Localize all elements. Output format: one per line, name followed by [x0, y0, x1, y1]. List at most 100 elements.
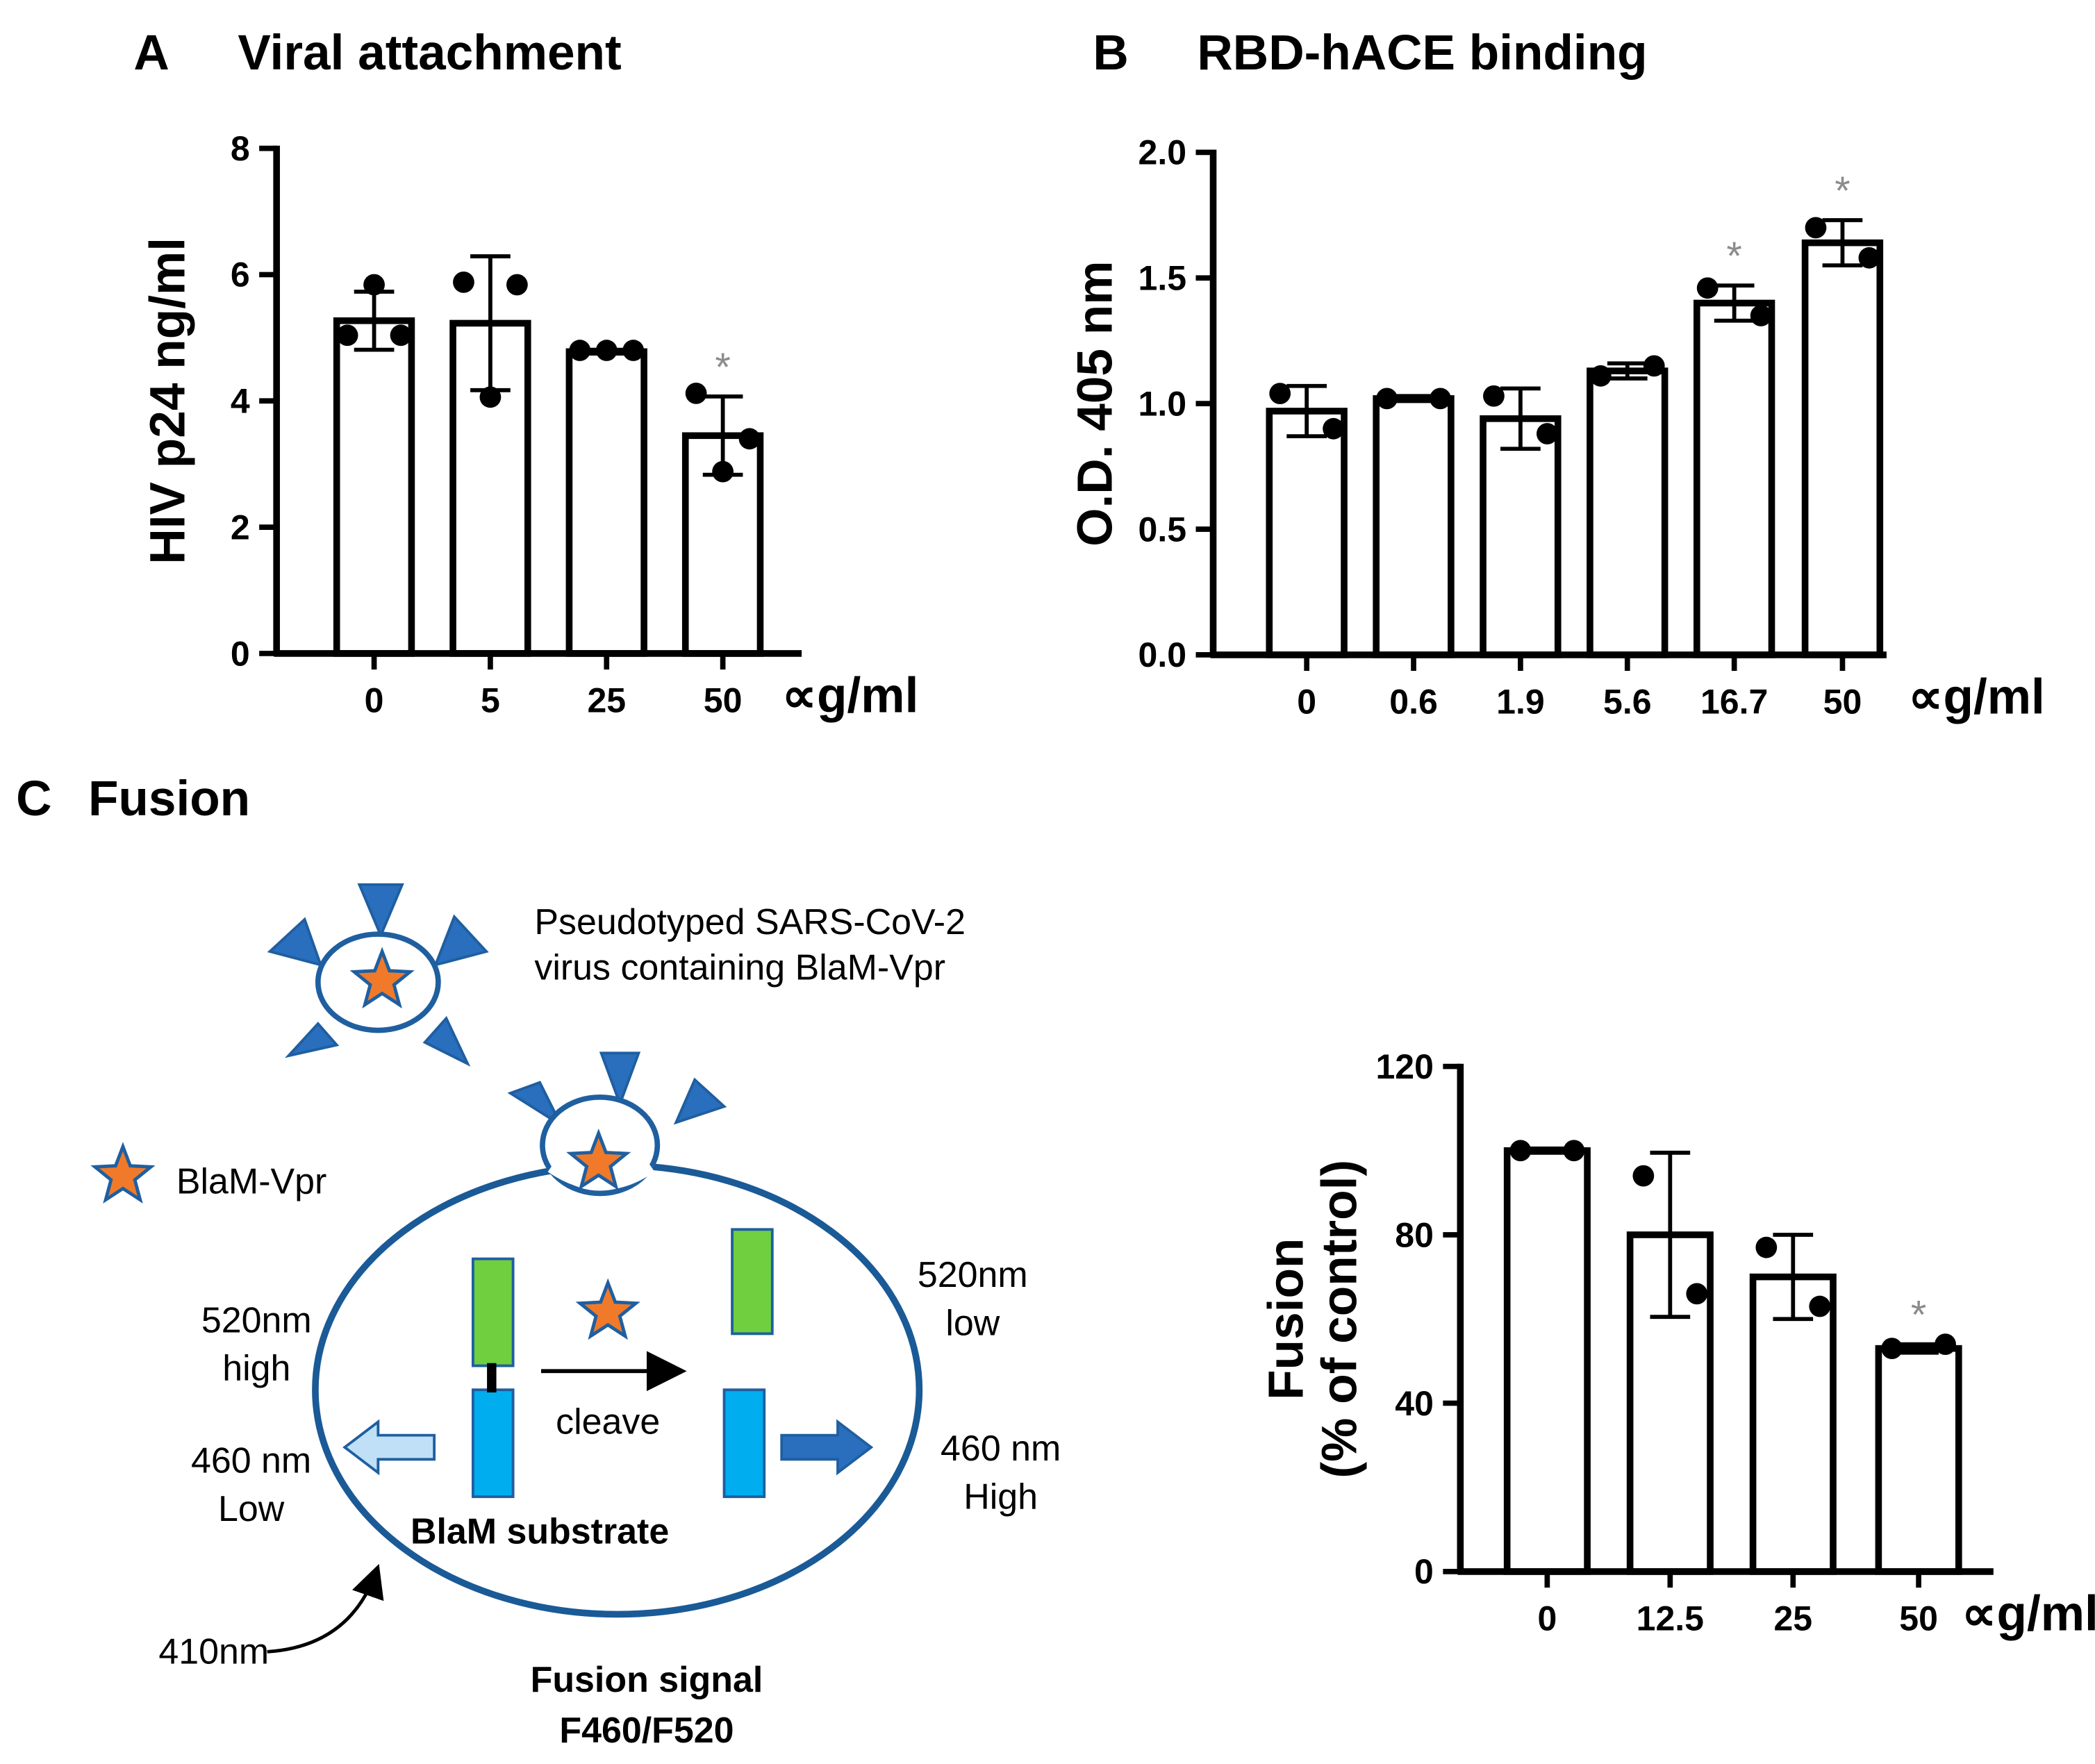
data-point — [622, 340, 645, 361]
bar — [1693, 299, 1775, 658]
panel-label: B — [1093, 26, 1128, 81]
bar — [1749, 1273, 1837, 1575]
chart-title: Viral attachment — [238, 26, 621, 81]
legend-label: BlaM-Vpr — [176, 1161, 326, 1201]
data-point — [1686, 1283, 1708, 1305]
data-point — [1563, 1140, 1585, 1162]
data-point — [390, 324, 412, 347]
data-point — [1696, 277, 1719, 299]
panel-label: A — [133, 26, 169, 81]
bar — [1266, 408, 1348, 658]
panel-label: C — [16, 772, 51, 826]
y-tick-label: 0.5 — [1138, 510, 1187, 549]
label: 410nm — [158, 1632, 269, 1672]
bar-chart: B RBD-hACE binding O.D. 405 nm 0.0 0.5 1.0 1.5… — [1068, 26, 2044, 725]
chart-title: RBD-hACE binding — [1197, 26, 1647, 81]
x-unit: ∝g/ml — [781, 669, 918, 724]
data-point — [453, 271, 474, 293]
green-fluor — [471, 1257, 515, 1367]
data-point — [738, 428, 761, 450]
green-fluor — [731, 1228, 774, 1336]
data-point — [1509, 1140, 1532, 1162]
x-unit: ∝g/ml — [1962, 1587, 2095, 1642]
x-tick-label: 25 — [587, 681, 626, 720]
virus-spikes — [267, 883, 727, 1129]
x-tick-label: 1.9 — [1496, 683, 1545, 722]
data-point — [336, 324, 358, 347]
blue-fluor — [722, 1388, 766, 1499]
label: cleave — [556, 1402, 660, 1442]
data-point — [1755, 1236, 1778, 1258]
bar — [565, 348, 647, 657]
data-point — [1805, 217, 1827, 239]
significance: * — [715, 345, 730, 390]
bar — [333, 317, 415, 657]
label: F460/F520 — [559, 1711, 734, 1751]
x-tick-label: 5 — [481, 681, 500, 720]
virus-label: Pseudotyped SARS-CoV-2 — [534, 902, 966, 942]
data-point — [595, 340, 618, 361]
y-tick-label: 2 — [231, 508, 250, 547]
y-tick-label: 0 — [1414, 1552, 1434, 1591]
x-tick-label: 25 — [1773, 1599, 1812, 1638]
data-point — [1632, 1165, 1655, 1187]
y-tick-label: 2.0 — [1138, 133, 1187, 172]
x-tick-label: 16.7 — [1700, 683, 1768, 722]
y-axis-label: HIV p24 ng/ml — [140, 238, 195, 565]
data-point — [685, 382, 707, 404]
y-axis-label: O.D. 405 nm — [1068, 260, 1123, 546]
x-tick-label: 0 — [365, 681, 384, 720]
label: Low — [218, 1489, 285, 1529]
data-point — [569, 340, 591, 361]
y-tick-label: 1.5 — [1138, 259, 1187, 298]
y-tick-label: 0 — [231, 634, 250, 673]
data-point — [1881, 1338, 1903, 1360]
label: low — [945, 1303, 1000, 1343]
data-point — [1323, 417, 1345, 440]
y-axis-label: Fusion — [1259, 1238, 1314, 1400]
bar — [1801, 239, 1884, 658]
y-tick-label: 1.0 — [1138, 384, 1187, 423]
label: high — [222, 1349, 290, 1389]
error-bar — [1898, 1342, 1939, 1355]
x-tick-label: 0 — [1297, 683, 1316, 722]
error-bar — [1714, 283, 1755, 323]
error-bar — [1527, 1146, 1568, 1155]
significance: * — [1835, 169, 1850, 213]
data-point — [1376, 388, 1398, 410]
x-tick-label: 0.6 — [1389, 683, 1438, 722]
y-tick-label: 80 — [1395, 1215, 1434, 1254]
significance: * — [1911, 1292, 1926, 1337]
virus-label: virus containing BlaM-Vpr — [534, 947, 945, 988]
data-point — [712, 460, 734, 483]
error-bar — [1286, 383, 1327, 439]
bar — [1503, 1147, 1591, 1575]
data-point — [1536, 423, 1558, 444]
data-point — [1430, 388, 1451, 410]
label: Fusion signal — [531, 1660, 763, 1700]
low-arrow — [342, 1419, 436, 1476]
y-tick-label: 8 — [231, 129, 250, 168]
x-tick-label: 50 — [1899, 1599, 1938, 1638]
error-bar — [1650, 1150, 1691, 1320]
data-point — [1643, 355, 1665, 377]
data-point — [1809, 1295, 1831, 1317]
bar — [1373, 395, 1455, 658]
error-bar — [1607, 361, 1648, 381]
error-bar — [1773, 1233, 1814, 1322]
error-bar — [1393, 394, 1434, 403]
panel-title: Fusion — [88, 772, 250, 826]
significance: * — [1726, 234, 1741, 278]
fusion-diagram: C Fusion BlaM-Vpr Pseudotyped SARS-CoV-2… — [16, 772, 1061, 1751]
x-tick-label: 12.5 — [1637, 1599, 1704, 1638]
label: BlaM substrate — [411, 1511, 669, 1551]
high-arrow — [780, 1419, 874, 1476]
error-bar — [1822, 218, 1863, 268]
data-point — [1483, 385, 1505, 407]
label: 460 nm — [191, 1441, 311, 1481]
x-unit: ∝g/ml — [1908, 670, 2045, 725]
excitation-arrow — [267, 1563, 384, 1654]
label: 520nm — [918, 1255, 1028, 1295]
bar — [1587, 367, 1668, 658]
